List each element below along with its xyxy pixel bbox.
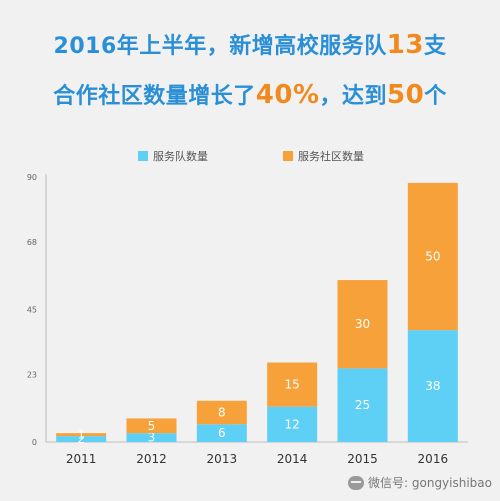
bar-value-label: 2 — [77, 432, 85, 446]
headline-text: 支 — [423, 34, 447, 59]
headline-text: 2016年上半年，新增高校服务队 — [53, 34, 387, 59]
bar-value-label: 6 — [218, 426, 226, 440]
legend-swatch — [138, 151, 148, 161]
bar-value-label: 15 — [285, 378, 300, 392]
headline-line-2: 合作社区数量增长了40%，达到50个 — [0, 78, 500, 110]
watermark-text: 微信号: gongyishibao — [368, 476, 492, 490]
bar-segment-2016-community — [407, 182, 458, 331]
bar-segment-2013-team — [196, 424, 247, 442]
y-tick-label: 68 — [27, 238, 37, 247]
bar-segment-2015-community — [337, 280, 388, 369]
legend-swatch — [283, 151, 293, 161]
headline-highlight-number: 50 — [387, 80, 425, 110]
bar-value-label: 12 — [285, 417, 300, 431]
bar-segment-2014-team — [267, 406, 318, 442]
x-tick-label: 2015 — [347, 452, 378, 466]
bar-value-label: 8 — [218, 406, 226, 420]
x-tick-label: 2016 — [418, 452, 449, 466]
bar-segment-2016-team — [407, 330, 458, 442]
x-tick-label: 2012 — [136, 452, 167, 466]
bar-segment-2012-team — [126, 433, 177, 442]
bar-segment-2015-team — [337, 368, 388, 442]
y-tick-label: 90 — [27, 173, 37, 182]
headline-highlight-percent: 40% — [255, 80, 320, 110]
y-tick-label: 0 — [32, 438, 37, 447]
y-tick-label: 23 — [27, 370, 37, 379]
bar-value-label: 38 — [425, 379, 440, 393]
bar-value-label: 50 — [425, 250, 440, 264]
wechat-icon — [348, 475, 365, 490]
bar-value-label: 3 — [148, 431, 156, 445]
headline-text: 个 — [424, 84, 447, 109]
bar-value-label: 25 — [355, 398, 370, 412]
x-tick-label: 2011 — [66, 452, 97, 466]
bar-segment-2013-community — [196, 400, 247, 425]
legend-label: 服务队数量 — [153, 149, 208, 163]
legend-label: 服务社区数量 — [298, 149, 364, 163]
headline-text: 合作社区数量增长了 — [53, 84, 256, 109]
y-tick-label: 45 — [27, 306, 37, 315]
bar-value-label: 30 — [355, 317, 370, 331]
x-tick-label: 2013 — [207, 452, 238, 466]
chart-bars: 21 2011 35 2012 6 8 2013 12 15 2014 25 30 2015 38 50 20… — [56, 182, 458, 466]
bar-value-label: 1 — [77, 428, 85, 442]
bar-segment-2014-community — [267, 362, 318, 407]
headline-line-1: 2016年上半年，新增高校服务队13支 — [0, 28, 500, 60]
chart-legend: 服务队数量 服务社区数量 — [138, 149, 364, 163]
watermark: 微信号: gongyishibao — [348, 474, 492, 491]
bar-segment-2011-community — [56, 433, 107, 437]
bar-segment-2011-team — [56, 436, 107, 442]
headline-highlight-number: 13 — [386, 30, 424, 60]
x-tick-label: 2014 — [277, 452, 308, 466]
bar-value-label: 5 — [148, 419, 156, 433]
headline-text: ，达到 — [319, 84, 388, 109]
bar-segment-2012-community — [126, 418, 177, 434]
